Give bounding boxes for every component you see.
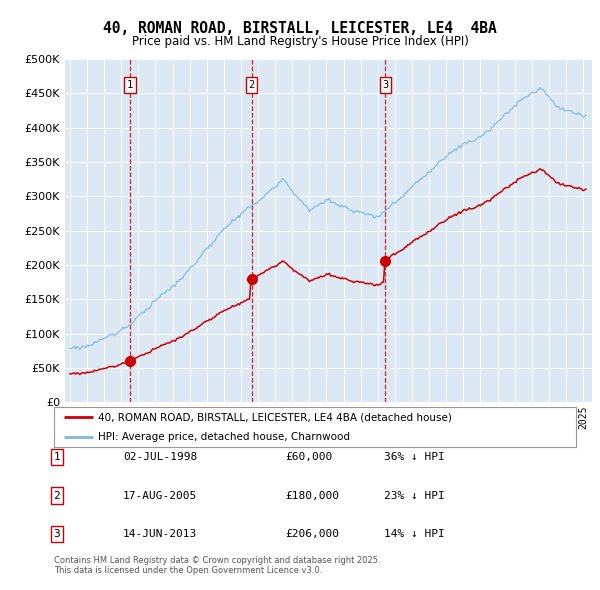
Text: 17-AUG-2005: 17-AUG-2005 — [123, 491, 197, 500]
Text: Price paid vs. HM Land Registry's House Price Index (HPI): Price paid vs. HM Land Registry's House … — [131, 35, 469, 48]
Text: £60,000: £60,000 — [285, 453, 332, 462]
Text: 14-JUN-2013: 14-JUN-2013 — [123, 529, 197, 539]
Text: 14% ↓ HPI: 14% ↓ HPI — [384, 529, 445, 539]
Text: HPI: Average price, detached house, Charnwood: HPI: Average price, detached house, Char… — [98, 432, 350, 442]
Text: 1: 1 — [53, 453, 61, 462]
Text: 36% ↓ HPI: 36% ↓ HPI — [384, 453, 445, 462]
Text: 40, ROMAN ROAD, BIRSTALL, LEICESTER, LE4  4BA: 40, ROMAN ROAD, BIRSTALL, LEICESTER, LE4… — [103, 21, 497, 37]
Text: 02-JUL-1998: 02-JUL-1998 — [123, 453, 197, 462]
Text: 3: 3 — [382, 80, 389, 90]
Text: £206,000: £206,000 — [285, 529, 339, 539]
Text: This data is licensed under the Open Government Licence v3.0.: This data is licensed under the Open Gov… — [54, 566, 322, 575]
Text: 2: 2 — [248, 80, 254, 90]
Text: Contains HM Land Registry data © Crown copyright and database right 2025.: Contains HM Land Registry data © Crown c… — [54, 556, 380, 565]
Text: 2: 2 — [53, 491, 61, 500]
Text: 1: 1 — [127, 80, 133, 90]
Text: 40, ROMAN ROAD, BIRSTALL, LEICESTER, LE4 4BA (detached house): 40, ROMAN ROAD, BIRSTALL, LEICESTER, LE4… — [98, 412, 452, 422]
Text: 3: 3 — [53, 529, 61, 539]
Text: £180,000: £180,000 — [285, 491, 339, 500]
Text: 23% ↓ HPI: 23% ↓ HPI — [384, 491, 445, 500]
